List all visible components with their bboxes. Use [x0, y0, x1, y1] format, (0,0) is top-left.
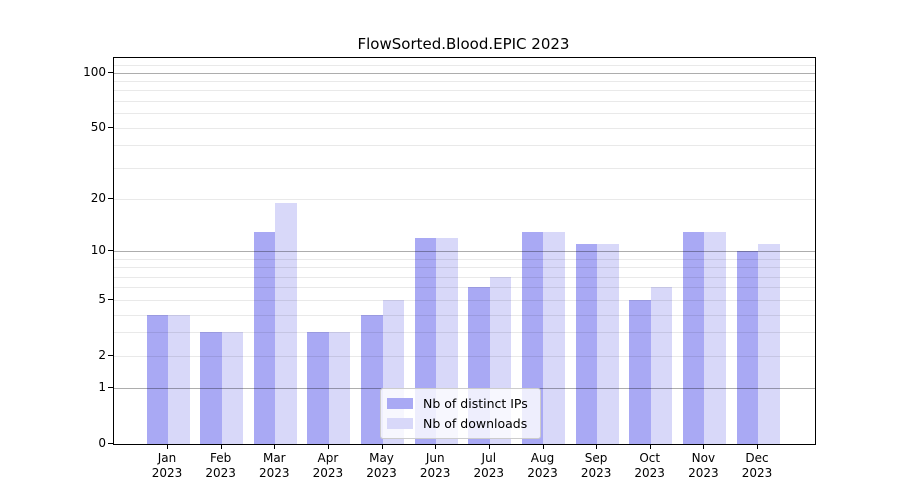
x-tick-label: Sep 2023	[580, 451, 612, 480]
gridline	[114, 113, 815, 115]
legend-item-downloads: Nb of downloads	[387, 415, 528, 432]
bar-downloads	[275, 202, 297, 444]
x-tick-label: Nov 2023	[688, 451, 719, 480]
x-tick-label: Feb 2023	[205, 451, 236, 480]
bar-downloads	[543, 231, 565, 444]
y-tick-label: 20	[90, 191, 106, 205]
x-tick-mark	[220, 444, 222, 449]
y-tick-label: 5	[98, 291, 106, 306]
x-tick-mark	[327, 444, 329, 449]
y-tick-label: 10	[90, 243, 106, 257]
legend-swatch-downloads	[387, 418, 413, 429]
gridline	[114, 167, 815, 169]
legend-label-distinct-ips: Nb of distinct IPs	[423, 396, 528, 411]
y-tick-mark	[108, 71, 113, 73]
y-tick-label: 50	[90, 119, 106, 134]
bar-distinct-ips	[575, 244, 598, 444]
plot-area	[113, 57, 816, 445]
x-tick-mark	[596, 444, 598, 449]
x-tick-mark	[274, 444, 276, 449]
x-tick-label: Aug 2023	[527, 451, 558, 480]
bar-distinct-ips	[629, 299, 651, 444]
chart-title: FlowSorted.Blood.EPIC 2023	[357, 35, 570, 53]
gridline	[114, 332, 815, 334]
bar-downloads	[650, 287, 673, 444]
y-tick-mark	[108, 387, 113, 389]
x-tick-label: Dec 2023	[741, 451, 773, 480]
bar-downloads	[597, 244, 619, 444]
x-tick-mark	[757, 444, 758, 449]
gridline	[114, 64, 815, 66]
x-tick-label: Jun 2023	[419, 451, 451, 480]
bar-downloads	[221, 332, 244, 444]
bar-distinct-ips	[200, 332, 222, 444]
gridline	[114, 276, 815, 278]
gridline	[114, 145, 815, 147]
x-tick-label: Apr 2023	[312, 451, 344, 480]
bar-distinct-ips	[361, 314, 383, 444]
gridline	[114, 90, 815, 92]
y-tick-label: 2	[98, 347, 106, 362]
y-tick-mark	[108, 198, 113, 199]
bar-downloads	[168, 314, 190, 444]
y-tick-mark	[108, 126, 113, 128]
x-tick-label: Jan 2023	[151, 451, 183, 480]
y-tick-mark	[108, 298, 113, 300]
x-tick-label: Oct 2023	[634, 451, 665, 480]
y-tick-mark	[108, 354, 113, 356]
legend: Nb of distinct IPs Nb of downloads	[380, 388, 541, 439]
bar-distinct-ips	[146, 314, 168, 444]
legend-swatch-distinct-ips	[387, 398, 413, 409]
y-tick-label: 0	[98, 436, 106, 450]
gridline	[114, 251, 815, 252]
legend-label-downloads: Nb of downloads	[423, 416, 528, 431]
bar-downloads	[758, 244, 780, 444]
bar-distinct-ips	[307, 332, 329, 444]
x-tick-mark	[703, 444, 705, 449]
bar-downloads	[328, 332, 351, 444]
y-tick-mark	[108, 250, 113, 251]
x-tick-label: May 2023	[366, 451, 397, 480]
legend-item-distinct-ips: Nb of distinct IPs	[387, 395, 528, 412]
gridline	[114, 314, 815, 316]
gridline	[114, 287, 815, 289]
gridline	[114, 80, 815, 82]
x-tick-mark	[435, 444, 437, 449]
gridline	[114, 355, 815, 357]
y-tick-mark	[108, 443, 113, 444]
gridline	[114, 127, 815, 129]
y-tick-label: 100	[83, 64, 106, 79]
bar-downloads	[704, 231, 726, 444]
gridline	[114, 299, 815, 301]
gridline	[114, 72, 815, 74]
x-tick-label: Mar 2023	[259, 451, 290, 480]
gridline	[114, 258, 815, 260]
gridline	[114, 100, 815, 102]
bar-distinct-ips	[253, 231, 276, 444]
x-tick-mark	[542, 444, 544, 449]
bar-distinct-ips	[736, 251, 758, 444]
gridline	[114, 199, 815, 200]
x-tick-mark	[488, 444, 490, 449]
x-tick-mark	[381, 444, 383, 449]
y-tick-label: 1	[98, 380, 106, 395]
x-tick-mark	[167, 444, 168, 449]
bar-distinct-ips	[682, 231, 705, 444]
gridline	[114, 267, 815, 269]
x-tick-mark	[649, 444, 651, 449]
x-tick-label: Jul 2023	[473, 451, 505, 480]
